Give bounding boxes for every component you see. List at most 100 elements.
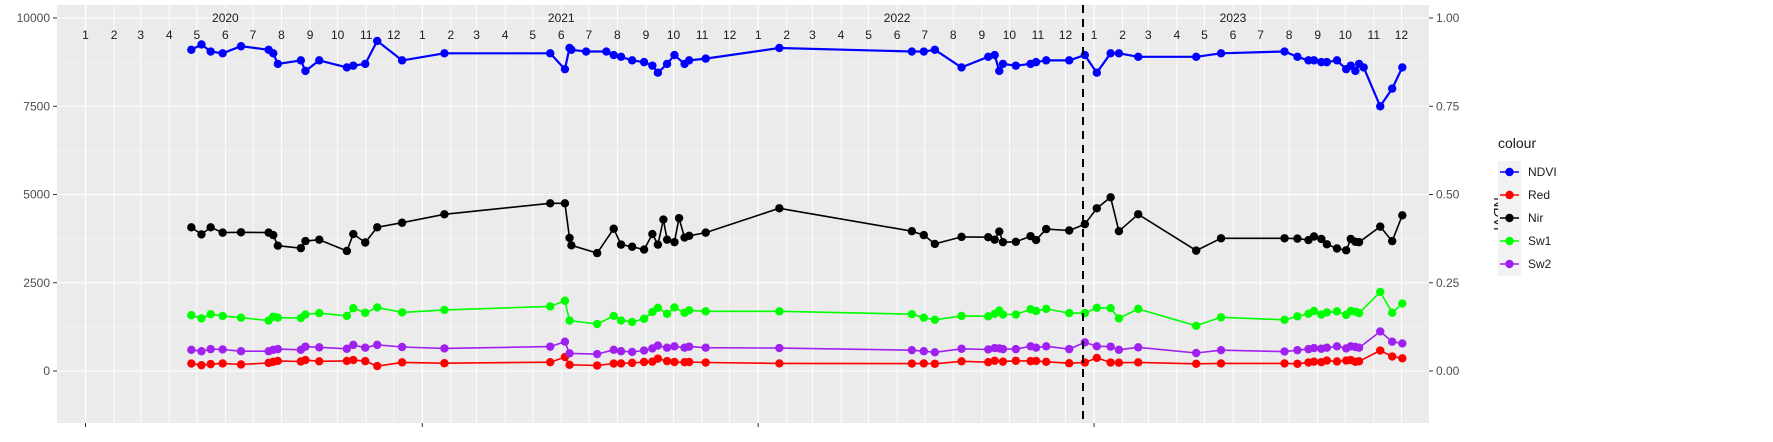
month-label: 7 <box>1257 28 1264 42</box>
point-red <box>361 356 370 366</box>
year-labels: 2020 2021 2022 2023 <box>212 11 1247 25</box>
point-sw2 <box>440 344 449 353</box>
point-nir <box>919 230 929 240</box>
point-ndvi <box>919 47 929 56</box>
point-ndvi <box>1092 68 1102 77</box>
point-ndvi <box>639 57 649 67</box>
month-label: 7 <box>250 28 257 42</box>
point-nir <box>342 246 352 256</box>
month-label: 2 <box>111 28 118 42</box>
point-ndvi <box>1042 56 1051 65</box>
point-ndvi <box>627 56 637 65</box>
point-ndvi <box>581 47 591 56</box>
month-label: 3 <box>473 28 480 42</box>
point-sw1 <box>1216 313 1226 322</box>
point-nir <box>653 240 663 249</box>
month-label: 2 <box>1119 28 1126 42</box>
point-sw1 <box>546 302 555 311</box>
point-red <box>1216 359 1226 368</box>
point-sw1 <box>1134 304 1143 314</box>
month-label: 6 <box>558 28 565 42</box>
point-red <box>1387 352 1397 361</box>
point-sw2 <box>361 343 370 352</box>
point-sw2 <box>919 347 929 356</box>
point-red <box>653 354 663 363</box>
point-red <box>1011 356 1021 365</box>
point-nir <box>1080 219 1090 229</box>
point-ndvi <box>560 64 570 74</box>
point-nir <box>349 229 358 239</box>
month-label: 8 <box>1286 28 1293 42</box>
point-sw2 <box>998 344 1008 354</box>
point-sw2 <box>701 343 710 352</box>
point-sw1 <box>273 313 283 322</box>
month-label: 11 <box>696 28 709 42</box>
point-sw2 <box>639 346 649 355</box>
point-ndvi <box>1280 47 1289 56</box>
point-ndvi <box>1216 49 1226 58</box>
point-nir <box>1376 222 1385 231</box>
point-sw1 <box>1042 304 1051 314</box>
point-sw2 <box>1065 344 1074 354</box>
point-ndvi <box>990 50 999 60</box>
point-ndvi <box>662 59 672 69</box>
point-red <box>775 359 784 368</box>
y-right-tick-label: 1.00 <box>1436 11 1460 25</box>
point-sw2 <box>1031 343 1041 352</box>
point-red <box>1376 346 1385 355</box>
point-red <box>1114 358 1124 367</box>
point-nir <box>1191 246 1201 255</box>
point-sw2 <box>373 340 382 350</box>
point-red <box>1092 353 1102 363</box>
point-nir <box>1280 234 1289 243</box>
point-ndvi <box>397 56 407 65</box>
point-nir <box>206 223 215 232</box>
point-sw1 <box>187 311 196 320</box>
point-red <box>1322 356 1332 365</box>
month-label: 7 <box>586 28 593 42</box>
point-nir <box>662 235 672 244</box>
point-nir <box>236 228 246 237</box>
point-ndvi <box>670 50 679 60</box>
point-nir <box>1031 235 1041 245</box>
point-sw2 <box>273 344 283 354</box>
point-nir <box>995 227 1004 236</box>
legend-key-point <box>1505 236 1514 246</box>
point-nir <box>998 237 1008 247</box>
point-red <box>440 359 449 368</box>
point-nir <box>670 237 679 247</box>
point-nir <box>1114 227 1124 236</box>
y-left-tick-label: 7500 <box>23 99 50 113</box>
point-sw2 <box>957 344 966 353</box>
point-nir <box>907 227 917 236</box>
point-nir <box>269 230 278 240</box>
point-sw2 <box>1332 342 1342 351</box>
point-nir <box>546 199 555 208</box>
point-red <box>206 359 215 369</box>
point-sw2 <box>206 344 215 354</box>
point-red <box>1106 358 1115 367</box>
point-nir <box>990 235 999 244</box>
point-ndvi <box>1065 56 1074 65</box>
point-red <box>627 358 637 368</box>
point-nir <box>273 241 283 250</box>
point-sw1 <box>1092 303 1102 313</box>
point-sw1 <box>1398 299 1407 308</box>
point-ndvi <box>984 52 993 62</box>
point-red <box>1332 357 1342 366</box>
month-label: 4 <box>502 28 509 42</box>
point-ndvi <box>301 66 310 76</box>
point-sw2 <box>907 345 917 355</box>
legend-label: Sw1 <box>1528 234 1552 248</box>
point-red <box>701 358 710 367</box>
point-sw1 <box>639 314 649 323</box>
month-label: 11 <box>1368 28 1381 42</box>
point-red <box>1134 358 1143 367</box>
point-ndvi <box>546 49 555 58</box>
point-sw2 <box>197 347 206 356</box>
point-sw1 <box>775 307 784 316</box>
point-sw2 <box>670 342 679 351</box>
point-nir <box>1106 193 1115 202</box>
point-sw2 <box>1309 343 1319 353</box>
month-label: 5 <box>865 28 872 42</box>
